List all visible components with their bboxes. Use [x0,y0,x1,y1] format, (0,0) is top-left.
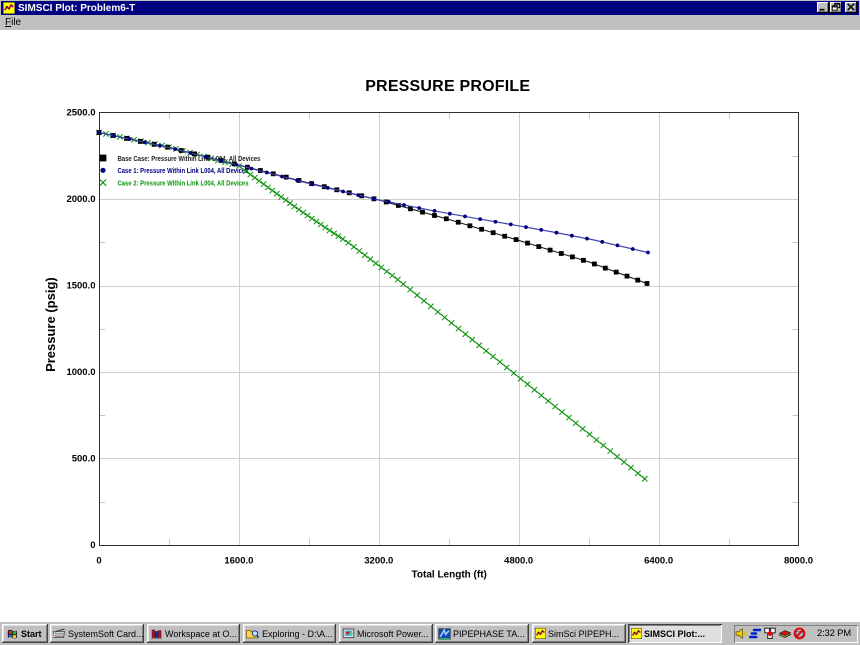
svg-text:6400.0: 6400.0 [644,556,673,567]
svg-text:1500.0: 1500.0 [66,281,95,292]
svg-text:Total Length (ft): Total Length (ft) [412,570,487,581]
svg-text:Case 2: Pressure Within Link L: Case 2: Pressure Within Link L004, All D… [118,181,249,188]
svg-text:4800.0: 4800.0 [504,556,533,567]
svg-text:1600.0: 1600.0 [224,556,253,567]
svg-text:PRESSURE PROFILE: PRESSURE PROFILE [365,78,530,95]
svg-text:500.0: 500.0 [72,454,96,465]
svg-text:Pressure (psig): Pressure (psig) [43,277,58,372]
svg-text:Base Case: Pressure Within Lin: Base Case: Pressure Within Link L004, Al… [118,156,261,163]
svg-text:8000.0: 8000.0 [784,556,813,567]
svg-text:3200.0: 3200.0 [364,556,393,567]
svg-text:Case 1: Pressure Within Link L: Case 1: Pressure Within Link L004, All D… [118,168,249,175]
svg-text:0: 0 [96,556,101,567]
svg-text:2500.0: 2500.0 [66,108,95,119]
svg-text:1000.0: 1000.0 [66,367,95,378]
svg-text:0: 0 [90,540,95,551]
svg-text:2000.0: 2000.0 [66,194,95,205]
